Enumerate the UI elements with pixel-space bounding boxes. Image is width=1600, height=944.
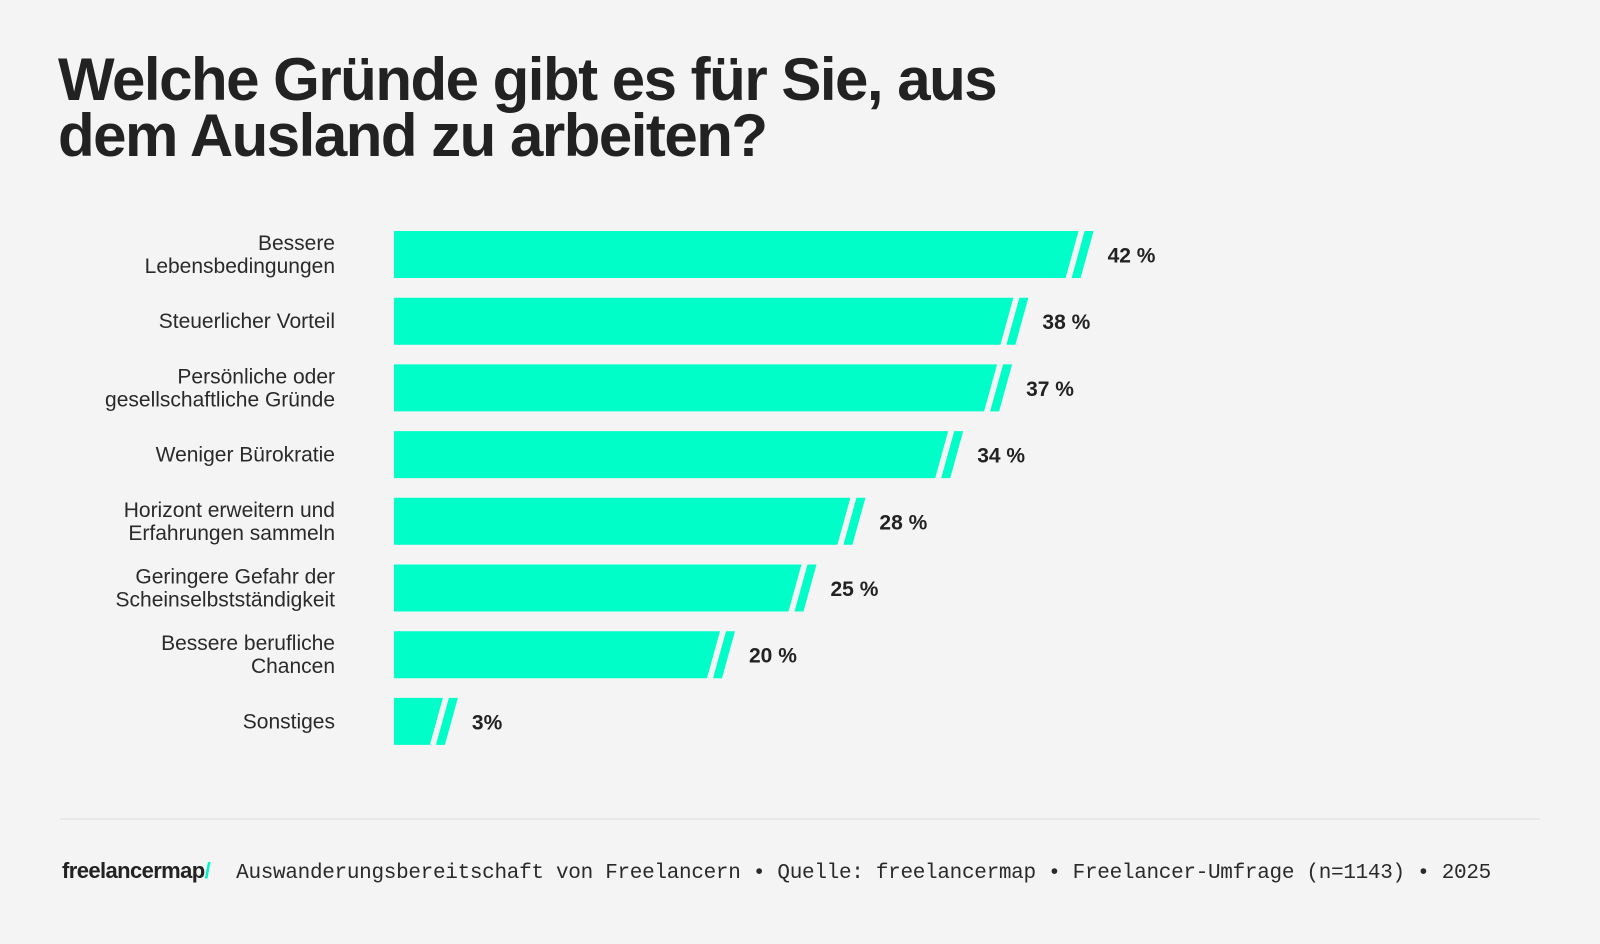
bar — [394, 631, 720, 679]
title-line-1: Welche Gründe gibt es für Sie, aus — [58, 46, 998, 113]
value-label: 37 % — [1026, 378, 1074, 401]
freelancermap-logo: freelancermap/ — [62, 858, 211, 884]
bar — [394, 231, 1079, 278]
bar-slash-cap — [941, 431, 964, 479]
value-label: 38 % — [1042, 311, 1090, 334]
category-label: Bessere — [258, 232, 335, 255]
category-label: Weniger Bürokratie — [156, 444, 335, 467]
category-label: Geringere Gefahr der — [135, 566, 335, 589]
value-label: 20 % — [749, 645, 797, 668]
value-label: 34 % — [977, 445, 1025, 468]
category-label: gesellschaftliche Gründe — [105, 388, 335, 411]
category-label: Erfahrungen sammeln — [128, 522, 335, 545]
bar-slash-cap — [1071, 231, 1094, 278]
source-note: Auswanderungsbereitschaft von Freelancer… — [236, 862, 1491, 885]
bar-slash-cap — [990, 364, 1013, 412]
category-label: Steuerlicher Vorteil — [159, 310, 335, 333]
bar-slash-cap — [843, 497, 866, 545]
bar-slash-cap — [713, 631, 735, 679]
title-line-2: dem Ausland zu arbeiten? — [58, 102, 768, 169]
logo-slash-icon: / — [204, 858, 211, 883]
bar — [394, 431, 949, 479]
bar-slash-cap — [1006, 297, 1029, 345]
bar — [394, 697, 443, 745]
category-label: Horizont erweitern und — [124, 499, 335, 522]
bar — [394, 297, 1014, 345]
bar — [394, 564, 802, 612]
category-label: Chancen — [251, 655, 335, 678]
category-label: Scheinselbstständigkeit — [116, 589, 336, 612]
value-label: 28 % — [879, 511, 927, 534]
footer-divider — [60, 818, 1540, 820]
bar-slash-cap — [435, 697, 458, 745]
bar-slash-cap — [794, 564, 817, 612]
logo-text: freelancermap — [62, 858, 205, 883]
value-label: 25 % — [831, 578, 879, 601]
category-label: Sonstiges — [243, 710, 335, 733]
chart-title: Welche Gründe gibt es für Sie, aus dem A… — [58, 50, 998, 166]
footer: freelancermap/ Auswanderungsbereitschaft… — [62, 858, 1491, 885]
category-label: Bessere berufliche — [161, 632, 335, 655]
category-label: Lebensbedingungen — [145, 255, 335, 278]
value-label: 3% — [472, 711, 503, 734]
category-label: Persönliche oder — [177, 365, 335, 388]
value-label: 42 % — [1108, 245, 1156, 268]
bar — [394, 364, 998, 412]
bar — [394, 497, 851, 545]
